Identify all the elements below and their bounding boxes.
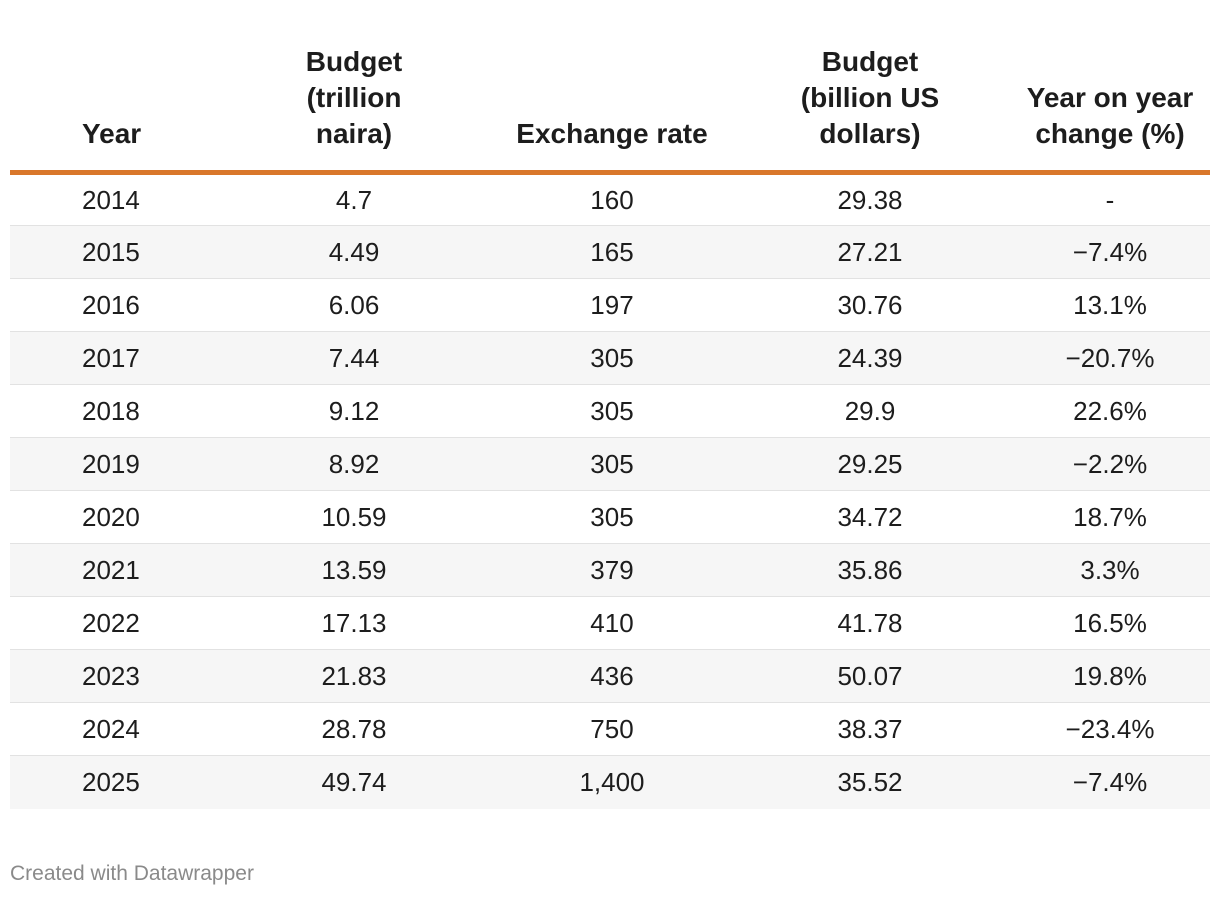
table-row: 2022 17.13 410 41.78 16.5% xyxy=(10,596,1210,650)
cell-year: 2016 xyxy=(10,278,214,332)
cell-budget-usd: 30.76 xyxy=(730,278,1010,332)
cell-exchange-rate: 305 xyxy=(494,437,730,491)
cell-budget-naira: 7.44 xyxy=(214,331,494,385)
cell-budget-usd: 38.37 xyxy=(730,702,1010,756)
cell-yoy-change: −7.4% xyxy=(1010,225,1210,279)
column-header-year[interactable]: Year xyxy=(10,40,214,175)
cell-yoy-change: 16.5% xyxy=(1010,596,1210,650)
cell-budget-naira: 6.06 xyxy=(214,278,494,332)
datawrapper-credit[interactable]: Created with Datawrapper xyxy=(10,862,254,885)
cell-budget-usd: 24.39 xyxy=(730,331,1010,385)
cell-year: 2014 xyxy=(10,172,214,226)
cell-budget-naira: 49.74 xyxy=(214,755,494,809)
cell-budget-usd: 35.52 xyxy=(730,755,1010,809)
cell-year: 2025 xyxy=(10,755,214,809)
cell-yoy-change: 19.8% xyxy=(1010,649,1210,703)
column-header-yoy-change-label: Year on year change (%) xyxy=(1026,82,1194,149)
cell-yoy-change: 18.7% xyxy=(1010,490,1210,544)
cell-budget-usd: 29.38 xyxy=(730,172,1010,226)
cell-exchange-rate: 305 xyxy=(494,331,730,385)
cell-exchange-rate: 379 xyxy=(494,543,730,597)
cell-budget-naira: 13.59 xyxy=(214,543,494,597)
cell-budget-naira: 9.12 xyxy=(214,384,494,438)
cell-budget-usd: 35.86 xyxy=(730,543,1010,597)
cell-year: 2021 xyxy=(10,543,214,597)
table-row: 2017 7.44 305 24.39 −20.7% xyxy=(10,331,1210,385)
cell-yoy-change: 22.6% xyxy=(1010,384,1210,438)
cell-yoy-change: −7.4% xyxy=(1010,755,1210,809)
table-header: Year Budget (trillion naira) Exchange ra… xyxy=(10,40,1210,175)
cell-exchange-rate: 750 xyxy=(494,702,730,756)
cell-yoy-change: −20.7% xyxy=(1010,331,1210,385)
column-header-budget-naira[interactable]: Budget (trillion naira) xyxy=(214,40,494,175)
table-row: 2016 6.06 197 30.76 13.1% xyxy=(10,278,1210,332)
cell-budget-naira: 4.7 xyxy=(214,172,494,226)
cell-budget-usd: 29.25 xyxy=(730,437,1010,491)
cell-yoy-change: - xyxy=(1010,172,1210,226)
cell-budget-usd: 29.9 xyxy=(730,384,1010,438)
cell-year: 2018 xyxy=(10,384,214,438)
table-row: 2021 13.59 379 35.86 3.3% xyxy=(10,543,1210,597)
cell-budget-usd: 27.21 xyxy=(730,225,1010,279)
cell-exchange-rate: 160 xyxy=(494,172,730,226)
cell-budget-naira: 8.92 xyxy=(214,437,494,491)
cell-year: 2020 xyxy=(10,490,214,544)
header-row: Year Budget (trillion naira) Exchange ra… xyxy=(10,40,1210,175)
cell-yoy-change: 13.1% xyxy=(1010,278,1210,332)
column-header-yoy-change[interactable]: Year on year change (%) xyxy=(1010,40,1210,175)
table-row: 2014 4.7 160 29.38- xyxy=(10,172,1210,226)
cell-year: 2019 xyxy=(10,437,214,491)
budget-table: Year Budget (trillion naira) Exchange ra… xyxy=(10,40,1210,809)
cell-yoy-change: 3.3% xyxy=(1010,543,1210,597)
cell-exchange-rate: 305 xyxy=(494,490,730,544)
cell-exchange-rate: 410 xyxy=(494,596,730,650)
table-row: 2015 4.49 165 27.21 −7.4% xyxy=(10,225,1210,279)
cell-budget-naira: 28.78 xyxy=(214,702,494,756)
table-row: 2020 10.59 305 34.72 18.7% xyxy=(10,490,1210,544)
cell-exchange-rate: 305 xyxy=(494,384,730,438)
table-row: 2018 9.12 305 29.9 22.6% xyxy=(10,384,1210,438)
cell-exchange-rate: 436 xyxy=(494,649,730,703)
column-header-budget-usd[interactable]: Budget (billion US dollars) xyxy=(730,40,1010,175)
table-body: 2014 4.7 160 29.38-2015 4.49 165 27.21 −7.4% 201… xyxy=(10,172,1210,809)
column-header-budget-usd-label: Budget (billion US dollars) xyxy=(800,46,940,149)
column-header-budget-naira-label: Budget (trillion naira) xyxy=(305,46,403,149)
cell-year: 2015 xyxy=(10,225,214,279)
cell-exchange-rate: 197 xyxy=(494,278,730,332)
cell-budget-naira: 10.59 xyxy=(214,490,494,544)
cell-yoy-change: −2.2% xyxy=(1010,437,1210,491)
cell-year: 2022 xyxy=(10,596,214,650)
cell-budget-naira: 4.49 xyxy=(214,225,494,279)
cell-budget-usd: 34.72 xyxy=(730,490,1010,544)
table-row: 2024 28.78 750 38.37 −23.4% xyxy=(10,702,1210,756)
column-header-exchange-rate[interactable]: Exchange rate xyxy=(494,40,730,175)
cell-year: 2023 xyxy=(10,649,214,703)
cell-budget-naira: 17.13 xyxy=(214,596,494,650)
table-row: 2025 49.74 1,400 35.52 −7.4% xyxy=(10,755,1210,809)
cell-exchange-rate: 1,400 xyxy=(494,755,730,809)
cell-budget-usd: 41.78 xyxy=(730,596,1010,650)
table-row: 2019 8.92 305 29.25 −2.2% xyxy=(10,437,1210,491)
cell-year: 2017 xyxy=(10,331,214,385)
cell-budget-naira: 21.83 xyxy=(214,649,494,703)
table-row: 2023 21.83 436 50.07 19.8% xyxy=(10,649,1210,703)
cell-exchange-rate: 165 xyxy=(494,225,730,279)
cell-budget-usd: 50.07 xyxy=(730,649,1010,703)
cell-year: 2024 xyxy=(10,702,214,756)
cell-yoy-change: −23.4% xyxy=(1010,702,1210,756)
data-table-container: Year Budget (trillion naira) Exchange ra… xyxy=(10,40,1210,809)
